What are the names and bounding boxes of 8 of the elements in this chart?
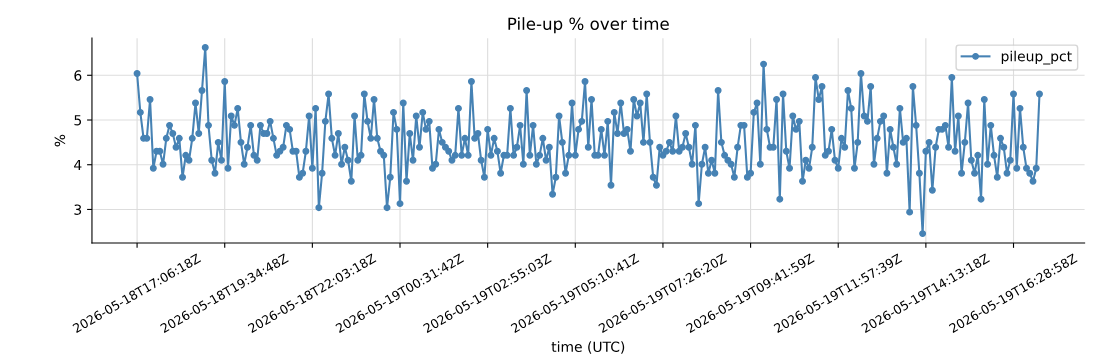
chart-title: Pile-up % over time [508, 17, 669, 34]
legend-label: pileup_pct [1001, 50, 1072, 65]
y-tick-label: 4 [74, 159, 82, 171]
x-axis-title: time (UTC) [551, 341, 625, 354]
y-tick-label: 5 [74, 115, 82, 126]
y-tick-label: 6 [74, 70, 82, 81]
y-axis-title: % [54, 134, 66, 147]
y-tick-label: 3 [74, 204, 82, 215]
